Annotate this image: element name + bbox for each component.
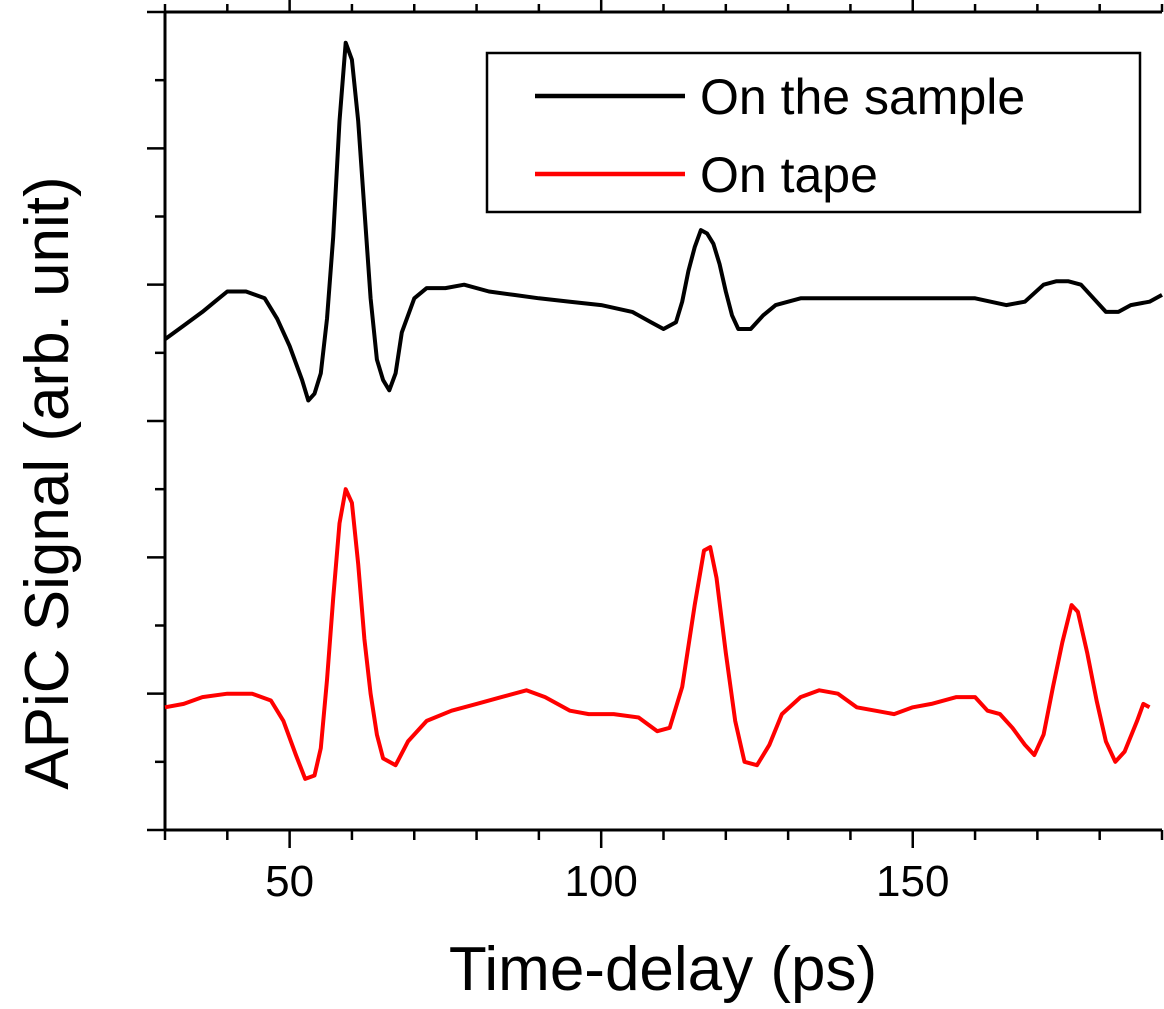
x-axis-title: Time-delay (ps) <box>449 935 877 1004</box>
legend-box <box>485 51 1142 214</box>
legend-label: On the sample <box>700 69 1025 125</box>
x-tick-label: 150 <box>876 857 949 906</box>
legend-label: On tape <box>700 147 878 203</box>
legend: On the sample On tape <box>485 51 1142 214</box>
x-tick-label: 100 <box>564 857 637 906</box>
ticks-layer: 50 100 150 <box>147 0 1164 906</box>
y-axis-title: APiC Signal (arb. unit) <box>13 176 82 789</box>
series-line-on-the-sample <box>163 40 1163 403</box>
series-line-on-tape <box>164 487 1151 781</box>
series-layer <box>163 40 1163 781</box>
x-tick-label: 50 <box>265 857 314 906</box>
